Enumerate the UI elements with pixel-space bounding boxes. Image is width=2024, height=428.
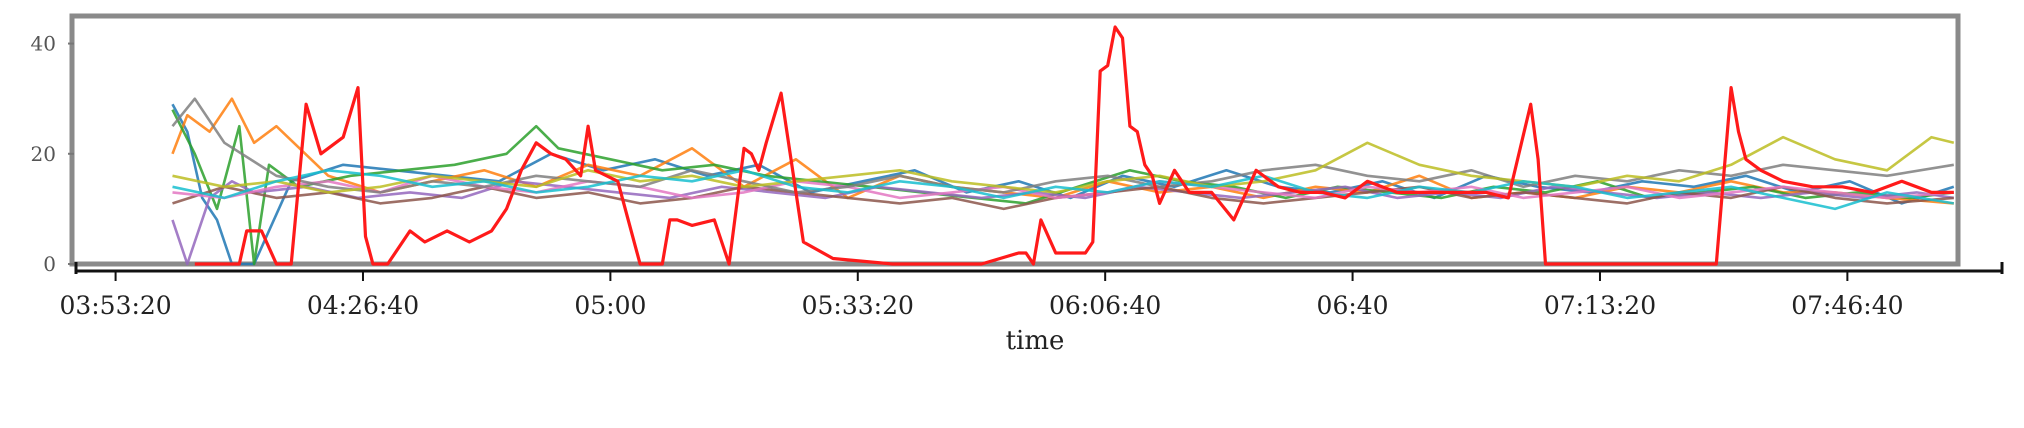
y-tick-label-1: 0 [43,252,56,276]
y-tick-label-2: 20 [31,142,56,166]
x-tick-label-3: 05:00 [574,291,646,320]
series-line-8 [171,97,1955,194]
series-line-5 [171,180,1954,266]
series-line-9 [172,135,1955,194]
series-layer [171,25,1955,266]
x-tick-label-1: 03:53:20 [59,291,171,320]
x-tick-label-2: 04:26:40 [307,291,419,320]
x-tick-label-5: 06:06:40 [1049,291,1161,320]
x-tick-label-4: 05:33:20 [802,291,914,320]
x-tick-label-7: 07:13:20 [1544,291,1656,320]
plot-frame [69,13,1961,267]
y-axis: 0 20 40 [31,32,74,276]
y-tick-label-3: 40 [31,32,56,56]
series-line-2 [171,103,1955,266]
x-tick-label-8: 07:46:40 [1791,291,1903,320]
series-line-1 [194,25,1954,266]
x-tick-label-6: 06:40 [1317,291,1389,320]
x-axis: 03:53:20 04:26:40 05:00 05:33:20 06:06:40 06:… [59,271,1904,320]
series-line-10 [172,169,1955,211]
x-axis-label: time [1006,326,1065,356]
